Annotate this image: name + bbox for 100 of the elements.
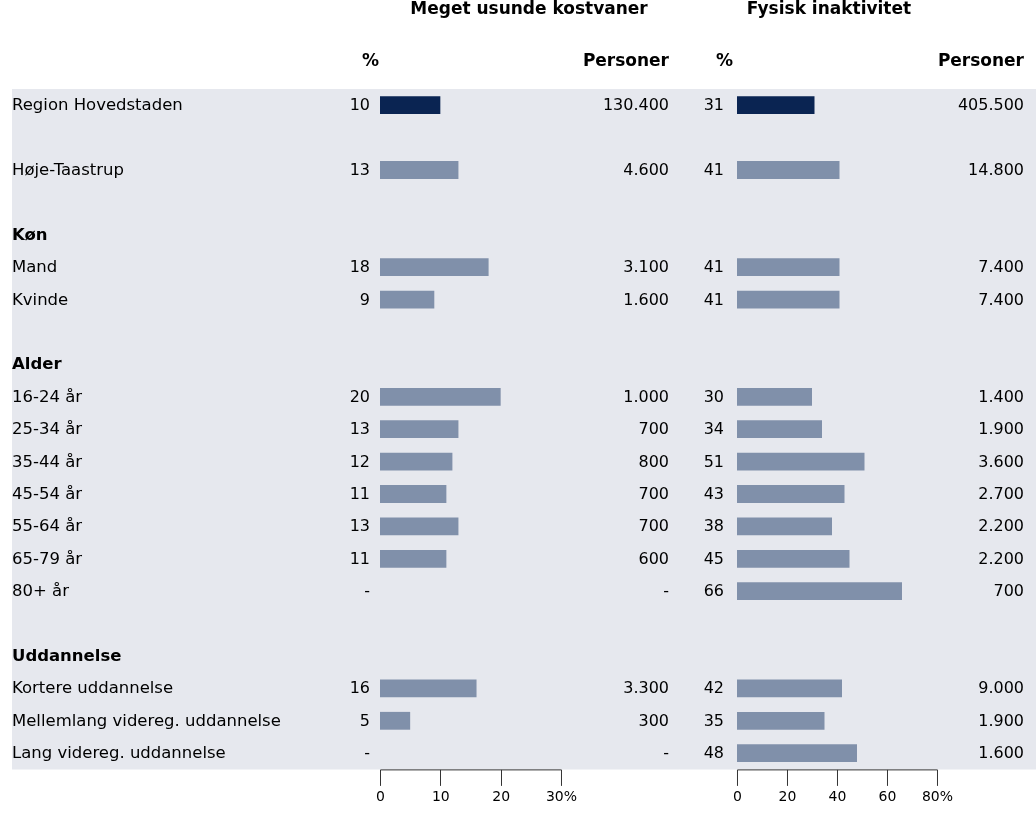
data-label: 48 [703,743,724,763]
text: - [364,743,370,763]
x-tick-label: 20 [492,787,511,804]
bar [380,290,435,309]
data-label: 12 [349,451,370,471]
data-label: 30 [703,386,724,406]
text: 3.600 [978,451,1024,471]
x-tick-label: 10 [431,787,450,804]
data-label: 34 [703,419,724,439]
data-label: 11 [349,548,370,568]
text: 14.800 [968,160,1024,179]
bar [737,452,865,471]
text: 700 [638,483,669,503]
bar [380,258,489,277]
x-tick-label: 80% [921,787,954,804]
bar [737,258,840,277]
x-tick-label: 30% [545,787,578,804]
y-tick-label: Køn [12,224,48,244]
y-tick-label: Uddannelse [12,645,122,665]
text: % [715,50,733,70]
bar [380,517,459,536]
bar [737,711,825,730]
text: 700 [993,581,1024,601]
bar [380,452,453,471]
y-tick-label: Kvinde [12,289,69,309]
bar [380,711,411,730]
bar [380,420,459,439]
text: - [663,581,669,601]
bar [737,387,812,406]
data-label: 41 [703,289,724,309]
y-tick-label: Alder [12,354,63,374]
x-tick-label: 0 [376,787,385,804]
text: 2.200 [978,516,1024,536]
y-tick-label: Region Hovedstaden [12,95,183,115]
bar [737,96,815,115]
text: 700 [638,516,669,536]
text: % [361,50,379,70]
data-label: 38 [703,516,724,536]
y-tick-label: 80+ år [12,581,70,601]
text: 7.400 [978,257,1024,277]
y-tick-label: Kortere uddannelse [12,678,174,698]
bar [737,549,850,568]
text: Personer [582,50,670,70]
bar [380,96,441,115]
text: 3.100 [623,257,669,277]
data-label: 13 [349,419,370,439]
y-tick-label: Mand [12,257,58,277]
text: 1.400 [978,386,1024,406]
data-label: 20 [349,386,370,406]
x-tick-label: 20 [778,787,797,804]
data-label: 13 [349,516,370,536]
text: 700 [638,419,669,439]
x-tick-label: 60 [878,787,897,804]
bar [737,679,842,698]
bar [380,679,477,698]
x-tick-label: 0 [733,787,742,804]
data-label: 41 [703,160,724,179]
bar [737,744,857,763]
bar [380,387,501,406]
text: 1.600 [623,289,669,309]
text: Personer [937,50,1025,70]
text: 7.400 [978,289,1024,309]
text: 9.000 [978,678,1024,698]
data-label: 9 [359,289,370,309]
bar [737,290,840,309]
data-label: 45 [703,548,724,568]
data-label: 43 [703,483,724,503]
bar [380,485,447,503]
data-label: 41 [703,257,724,277]
bar [737,517,832,536]
text: 800 [638,451,669,471]
bar [380,549,447,568]
text: - [663,743,669,763]
data-label: 11 [349,483,370,503]
text: 1.000 [623,386,669,406]
chart-title: Meget usunde kostvaner [410,0,649,18]
y-tick-label: 65-79 år [12,548,83,568]
text: 3.300 [623,678,669,698]
data-label: 66 [703,581,724,601]
data-label: 18 [349,257,370,277]
data-label: 5 [359,710,370,730]
text: - [364,581,370,601]
bar [737,485,845,503]
y-tick-label: 16-24 år [12,386,83,406]
text: 4.600 [623,160,669,179]
data-label: 13 [349,160,370,179]
text: 2.200 [978,548,1024,568]
text: 130.400 [602,95,669,115]
bar [737,161,840,179]
y-tick-label: 25-34 år [12,419,83,439]
data-label: 31 [703,95,724,115]
data-label: 35 [703,710,724,730]
y-tick-label: Høje-Taastrup [12,160,124,179]
text: 1.900 [978,710,1024,730]
data-label: 51 [703,451,724,471]
bar [737,420,822,439]
data-label: 10 [349,95,370,115]
y-tick-label: Lang videreg. uddannelse [12,743,226,763]
text: 405.500 [957,95,1024,115]
y-tick-label: 35-44 år [12,451,83,471]
